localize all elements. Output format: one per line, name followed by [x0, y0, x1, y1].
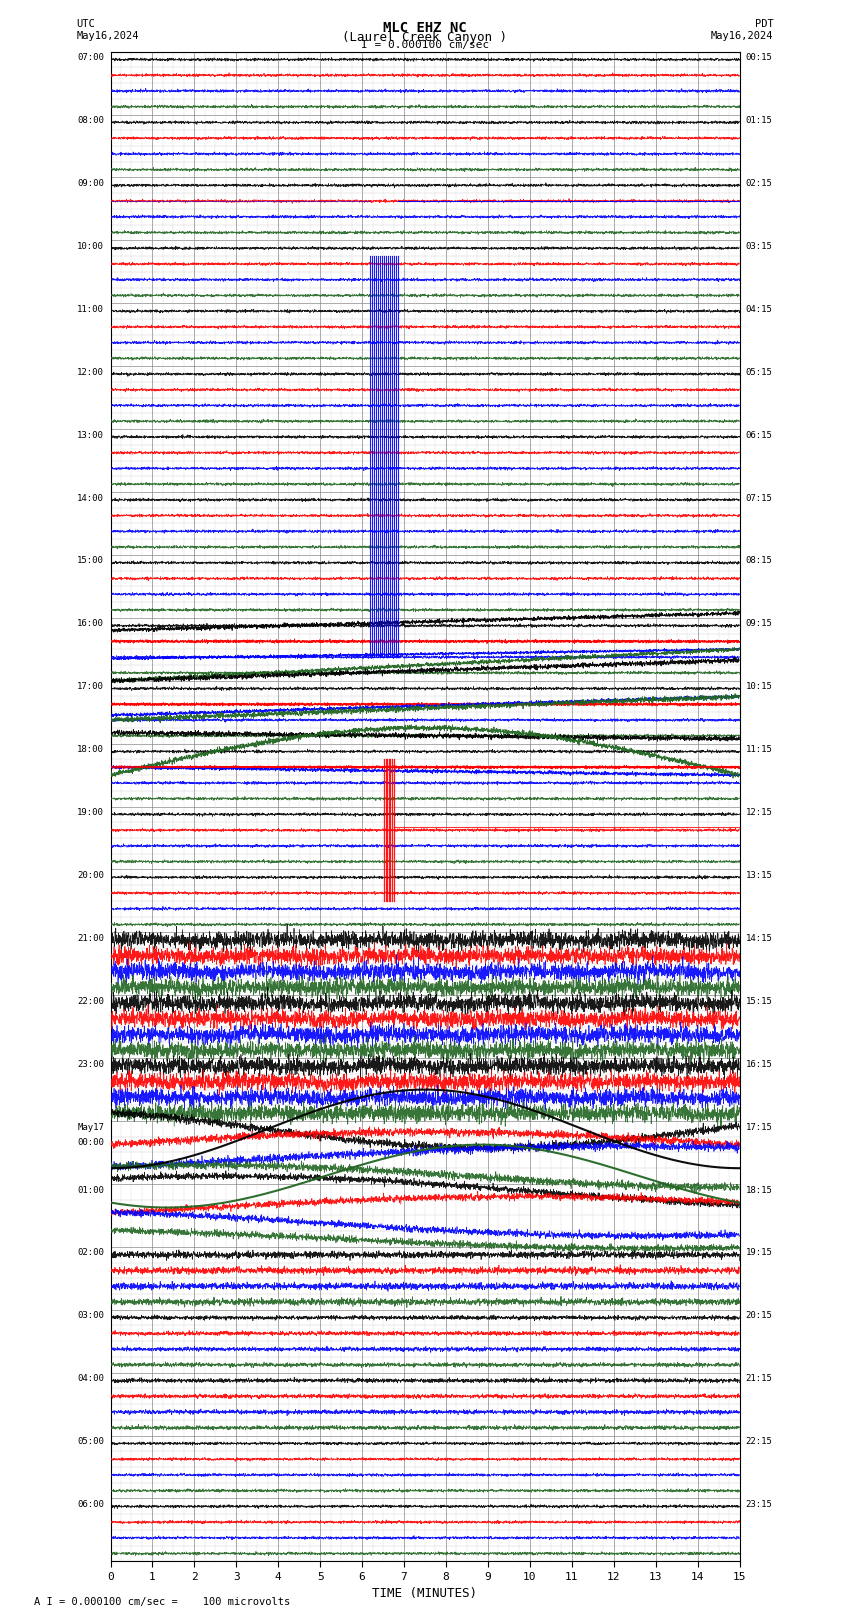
- Text: 21:00: 21:00: [77, 934, 105, 944]
- Text: 13:00: 13:00: [77, 431, 105, 440]
- Text: 20:00: 20:00: [77, 871, 105, 881]
- Text: 07:00: 07:00: [77, 53, 105, 63]
- Text: 08:00: 08:00: [77, 116, 105, 126]
- Text: 02:00: 02:00: [77, 1248, 105, 1258]
- X-axis label: TIME (MINUTES): TIME (MINUTES): [372, 1587, 478, 1600]
- Text: 23:15: 23:15: [745, 1500, 773, 1510]
- Text: (Laurel Creek Canyon ): (Laurel Creek Canyon ): [343, 31, 507, 44]
- Text: May17: May17: [77, 1123, 105, 1132]
- Text: 16:00: 16:00: [77, 619, 105, 629]
- Text: 05:00: 05:00: [77, 1437, 105, 1447]
- Text: 22:00: 22:00: [77, 997, 105, 1007]
- Text: 23:00: 23:00: [77, 1060, 105, 1069]
- Text: 21:15: 21:15: [745, 1374, 773, 1384]
- Text: 11:00: 11:00: [77, 305, 105, 315]
- Text: 09:00: 09:00: [77, 179, 105, 189]
- Text: 05:15: 05:15: [745, 368, 773, 377]
- Text: 09:15: 09:15: [745, 619, 773, 629]
- Text: 17:15: 17:15: [745, 1123, 773, 1132]
- Text: 06:15: 06:15: [745, 431, 773, 440]
- Text: 19:15: 19:15: [745, 1248, 773, 1258]
- Text: 00:00: 00:00: [77, 1139, 105, 1147]
- Text: 01:15: 01:15: [745, 116, 773, 126]
- Text: 22:15: 22:15: [745, 1437, 773, 1447]
- Text: 02:15: 02:15: [745, 179, 773, 189]
- Text: 18:00: 18:00: [77, 745, 105, 755]
- Text: UTC
May16,2024: UTC May16,2024: [76, 19, 139, 40]
- Text: 17:00: 17:00: [77, 682, 105, 692]
- Text: 07:15: 07:15: [745, 494, 773, 503]
- Text: 06:00: 06:00: [77, 1500, 105, 1510]
- Text: 10:00: 10:00: [77, 242, 105, 252]
- Text: A I = 0.000100 cm/sec =    100 microvolts: A I = 0.000100 cm/sec = 100 microvolts: [34, 1597, 290, 1607]
- Text: 10:15: 10:15: [745, 682, 773, 692]
- Text: 04:00: 04:00: [77, 1374, 105, 1384]
- Text: 19:00: 19:00: [77, 808, 105, 818]
- Text: PDT
May16,2024: PDT May16,2024: [711, 19, 774, 40]
- Text: 13:15: 13:15: [745, 871, 773, 881]
- Text: 12:15: 12:15: [745, 808, 773, 818]
- Text: 11:15: 11:15: [745, 745, 773, 755]
- Text: 04:15: 04:15: [745, 305, 773, 315]
- Text: 08:15: 08:15: [745, 556, 773, 566]
- Text: I = 0.000100 cm/sec: I = 0.000100 cm/sec: [361, 40, 489, 50]
- Text: 14:00: 14:00: [77, 494, 105, 503]
- Text: 00:15: 00:15: [745, 53, 773, 63]
- Text: MLC EHZ NC: MLC EHZ NC: [383, 21, 467, 35]
- Text: 01:00: 01:00: [77, 1186, 105, 1195]
- Text: 18:15: 18:15: [745, 1186, 773, 1195]
- Text: 20:15: 20:15: [745, 1311, 773, 1321]
- Text: 12:00: 12:00: [77, 368, 105, 377]
- Text: 15:00: 15:00: [77, 556, 105, 566]
- Text: 03:00: 03:00: [77, 1311, 105, 1321]
- Text: 03:15: 03:15: [745, 242, 773, 252]
- Text: 14:15: 14:15: [745, 934, 773, 944]
- Text: 16:15: 16:15: [745, 1060, 773, 1069]
- Text: 15:15: 15:15: [745, 997, 773, 1007]
